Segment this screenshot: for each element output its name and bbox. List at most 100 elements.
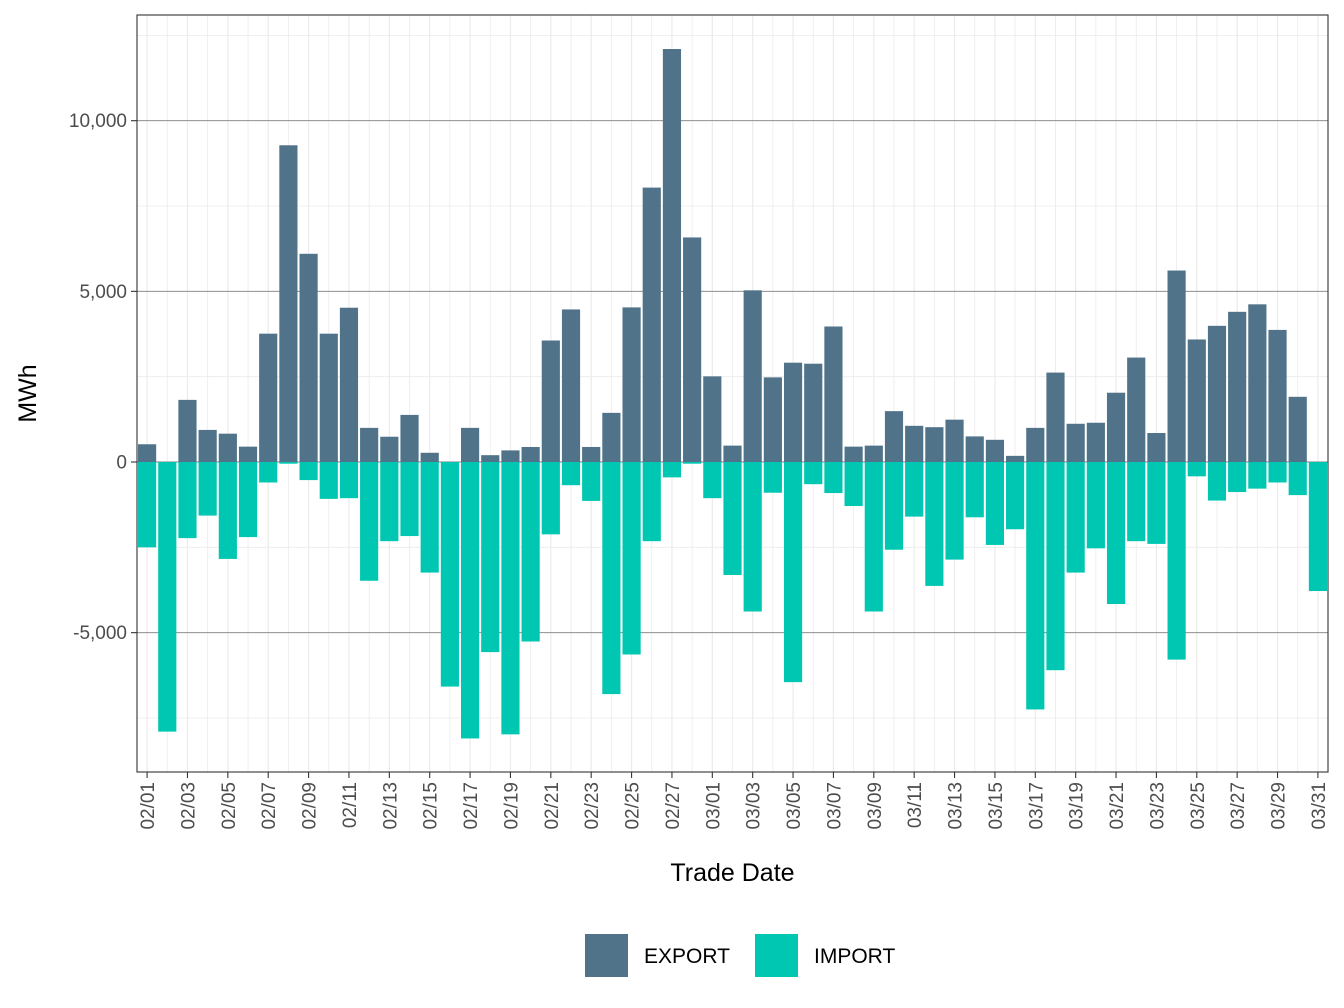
bar-export-02-10	[319, 333, 338, 462]
legend: EXPORT IMPORT	[585, 934, 895, 977]
bar-export-02-25	[622, 307, 641, 462]
x-tick-label: 03/03	[744, 782, 765, 830]
bar-import-02-07	[259, 462, 278, 483]
bar-export-03-28	[1248, 304, 1267, 462]
x-tick-label: 02/07	[259, 782, 280, 830]
bar-export-03-01	[703, 376, 722, 462]
bar-export-03-20	[1086, 422, 1105, 462]
bar-import-03-04	[763, 462, 782, 493]
x-axis-title: Trade Date	[670, 859, 794, 887]
bar-import-02-04	[198, 462, 217, 516]
bar-import-03-26	[1207, 462, 1227, 501]
bar-import-02-03	[178, 462, 197, 539]
bar-import-03-02	[723, 462, 742, 575]
bar-import-02-06	[238, 462, 258, 538]
legend-label-export: EXPORT	[644, 945, 730, 968]
bar-export-03-03	[743, 290, 762, 462]
x-tick-label: 03/21	[1107, 782, 1128, 830]
bar-import-02-27	[662, 462, 682, 478]
bar-import-02-23	[582, 462, 601, 501]
bar-export-02-14	[400, 414, 419, 462]
x-tick-label: 03/07	[824, 782, 845, 830]
x-tick-label: 03/19	[1067, 782, 1088, 830]
y-tick-label: -5,000	[73, 623, 127, 644]
x-tick-label: 02/17	[461, 782, 482, 830]
bar-import-03-22	[1127, 462, 1146, 542]
bar-export-03-24	[1167, 270, 1186, 462]
bar-export-02-08	[279, 145, 298, 462]
x-tick-label: 02/01	[138, 782, 159, 830]
x-tick-label: 02/05	[219, 782, 240, 830]
bar-export-02-18	[481, 455, 500, 462]
bar-import-02-09	[299, 462, 318, 481]
y-axis: -5,000 0 5,000 10,000	[69, 111, 137, 644]
bar-export-03-23	[1147, 432, 1166, 462]
bar-import-02-24	[602, 462, 621, 695]
bar-import-02-10	[319, 462, 338, 499]
x-tick-label: 03/17	[1026, 782, 1047, 830]
bar-export-03-02	[723, 445, 742, 462]
bar-import-03-05	[783, 462, 803, 683]
bar-import-02-20	[521, 462, 540, 642]
bar-import-02-19	[501, 462, 520, 735]
bar-import-02-05	[218, 462, 237, 559]
x-tick-label: 03/11	[905, 782, 926, 828]
bar-export-02-27	[662, 49, 682, 462]
bar-import-02-12	[360, 462, 379, 581]
bar-export-02-06	[238, 446, 258, 462]
bar-export-02-19	[501, 450, 520, 462]
bar-import-03-01	[703, 462, 722, 499]
x-tick-label: 02/03	[178, 782, 199, 830]
plot-panel-border	[136, 14, 1329, 773]
x-tick-label: 03/31	[1309, 782, 1330, 830]
x-tick-label: 02/13	[380, 782, 401, 830]
bar-import-03-25	[1187, 462, 1206, 477]
x-tick-label: 02/15	[421, 782, 442, 830]
x-tick-label: 03/01	[703, 782, 724, 830]
x-tick-label: 02/21	[542, 782, 563, 830]
bar-import-03-17	[1026, 462, 1045, 710]
x-tick-label: 02/27	[663, 782, 684, 830]
bar-export-03-19	[1066, 423, 1085, 462]
x-tick-label: 03/29	[1269, 782, 1290, 830]
bar-export-03-17	[1026, 427, 1045, 462]
bar-import-02-21	[541, 462, 560, 535]
bar-import-03-13	[945, 462, 964, 560]
bar-import-02-14	[400, 462, 419, 537]
x-tick-label: 02/19	[501, 782, 522, 830]
bar-export-02-22	[561, 309, 581, 462]
bar-import-03-30	[1288, 462, 1307, 496]
bar-import-03-15	[985, 462, 1005, 545]
bar-import-03-12	[925, 462, 944, 586]
legend-swatch-import	[755, 934, 798, 977]
x-tick-label: 02/11	[340, 782, 361, 828]
bar-export-03-05	[783, 362, 803, 462]
bar-import-03-21	[1106, 462, 1126, 604]
bar-import-03-19	[1066, 462, 1085, 573]
bar-import-02-15	[420, 462, 439, 573]
x-tick-label: 03/09	[865, 782, 886, 830]
y-tick-label: 5,000	[79, 282, 127, 303]
bar-import-03-16	[1006, 462, 1025, 530]
bar-export-02-26	[642, 187, 661, 463]
bar-export-03-09	[864, 445, 883, 462]
bar-export-02-13	[380, 436, 399, 462]
x-tick-label: 02/25	[623, 782, 644, 830]
bar-import-02-25	[622, 462, 641, 655]
bar-export-03-16	[1006, 455, 1025, 462]
bar-import-03-07	[824, 462, 843, 494]
bar-export-02-21	[541, 340, 560, 462]
bar-import-03-24	[1167, 462, 1186, 660]
x-tick-label: 03/25	[1188, 782, 1209, 830]
bar-export-02-11	[339, 307, 359, 462]
bar-import-02-13	[380, 462, 399, 542]
legend-swatch-export	[585, 934, 628, 977]
bar-import-02-08	[279, 462, 298, 464]
bar-import-03-29	[1268, 462, 1287, 483]
y-tick-label: 0	[116, 453, 127, 474]
bar-import-03-11	[905, 462, 924, 517]
bar-import-02-26	[642, 462, 661, 542]
bar-export-02-07	[259, 333, 278, 462]
bar-import-03-27	[1228, 462, 1247, 493]
